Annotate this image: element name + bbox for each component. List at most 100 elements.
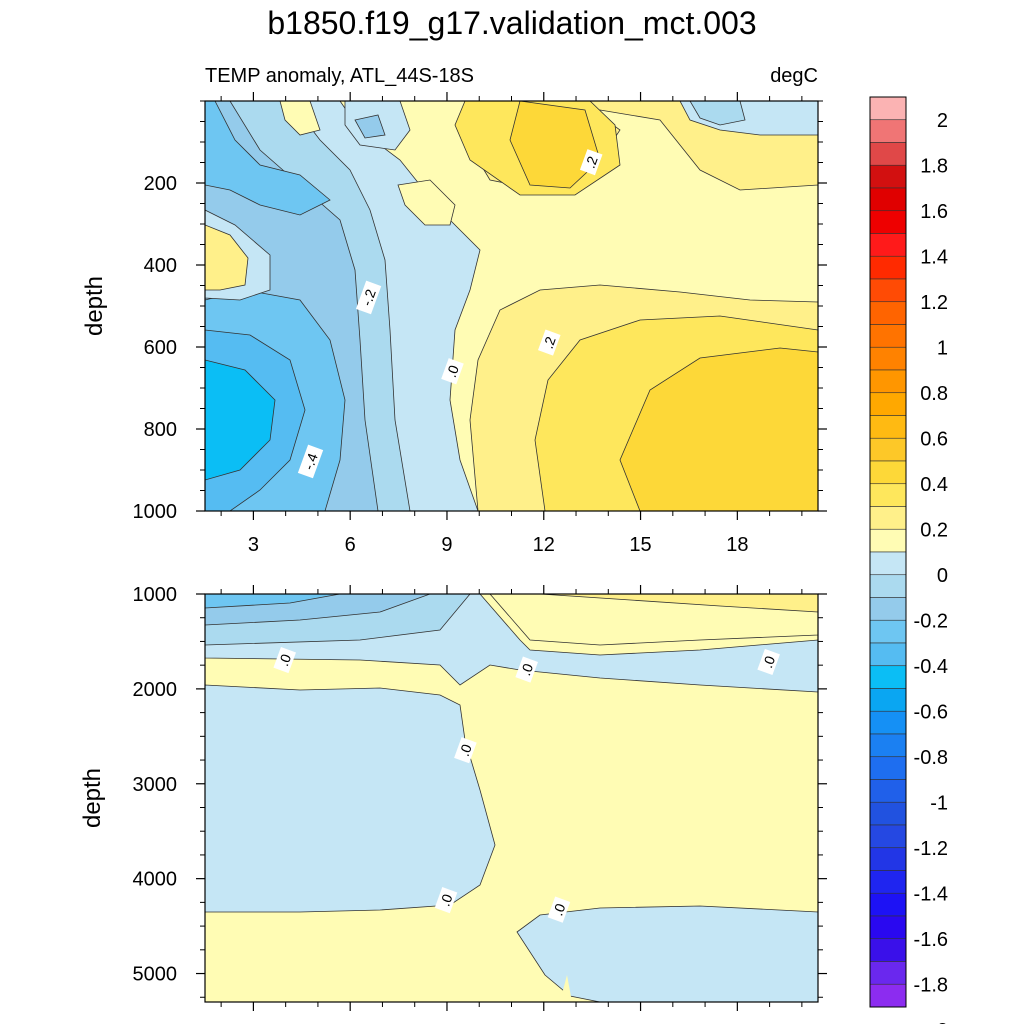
contour-label-bg — [273, 647, 296, 674]
colorbar-swatch — [869, 233, 907, 257]
colorbar-label: -2 — [930, 1020, 948, 1024]
lower-region-cold-west — [205, 684, 496, 913]
colorbar-label: 0.6 — [920, 428, 948, 450]
colorbar-swatch — [869, 710, 907, 735]
lower-ticks: 1000 2000 3000 4000 5000 — [133, 584, 827, 1011]
lower-y-tick-label: 2000 — [133, 679, 178, 701]
colorbar-swatch — [869, 824, 907, 849]
colorbar-swatch — [869, 574, 907, 598]
contour-label-bg — [757, 648, 780, 676]
lower-contour-label: .0 — [515, 656, 538, 683]
colorbar-label: 0.4 — [920, 474, 948, 496]
contour-label-text: .2 — [582, 154, 601, 171]
chart-title: b1850.f19_g17.validation_mct.003 — [267, 5, 756, 41]
contour-label-text: .0 — [759, 654, 778, 671]
lower-y-tick-label: 1000 — [133, 584, 178, 606]
colorbar-swatch — [869, 528, 907, 553]
colorbar-swatch — [869, 210, 907, 234]
colorbar-swatch — [869, 278, 907, 303]
colorbar-label: -0.8 — [914, 747, 948, 769]
colorbar-label: -1.4 — [914, 883, 948, 905]
colorbar-label: 1 — [937, 337, 948, 359]
lower-y-axis-label: depth — [79, 768, 106, 828]
colorbar-label: -0.6 — [914, 701, 948, 723]
lower-contour-label: .0 — [757, 648, 780, 676]
upper-contour-labels: -.2 .0 -.4 .2 .2 — [297, 149, 603, 479]
upper-x-tick-label: 3 — [248, 534, 259, 556]
contour-label-text: -.4 — [300, 451, 321, 472]
contour-label-bg — [547, 896, 571, 923]
colorbar-swatch — [869, 733, 907, 758]
upper-plot-area — [205, 101, 818, 511]
lower-y-tick-label: 4000 — [133, 869, 178, 891]
lower-y-tick-label: 3000 — [133, 774, 178, 796]
lower-region-cold-top4 — [205, 594, 341, 609]
contour-label-text: .0 — [549, 901, 568, 918]
contour-label-bg — [537, 329, 561, 356]
contour-label-bg — [454, 737, 477, 764]
colorbar-label: 1.6 — [920, 201, 948, 223]
colorbar-swatch — [869, 756, 907, 780]
colorbar-swatch — [869, 665, 907, 689]
colorbar-label: 0 — [937, 565, 948, 587]
colorbar-swatch — [869, 119, 907, 143]
colorbar-label: 0.2 — [920, 519, 948, 541]
contour-label-bg — [434, 887, 458, 914]
contour-label-bg — [441, 358, 464, 385]
colorbar-swatch — [869, 369, 907, 394]
colorbar-border — [869, 96, 907, 1008]
colorbar-swatch — [869, 938, 907, 962]
colorbar-swatch — [869, 870, 907, 894]
colorbar-label: -1 — [930, 792, 948, 814]
colorbar: 2 1.8 1.6 1.4 1.2 1 0.8 0.6 0.4 0.2 0 -0.2 -0.4 -0.6 -… — [869, 96, 948, 1024]
lower-y-tick-label: 5000 — [133, 964, 178, 986]
colorbar-swatch — [869, 164, 907, 189]
upper-ticks: 3 6 9 12 15 18 200 400 600 800 1000 — [133, 92, 827, 556]
upper-y-tick-label: 800 — [144, 419, 177, 441]
upper-region-neg-topleft — [205, 101, 331, 216]
colorbar-swatch — [869, 301, 907, 325]
colorbar-swatch — [869, 187, 907, 212]
colorbar-swatch — [869, 506, 907, 530]
upper-contour-label: .2 — [537, 329, 561, 356]
colorbar-swatch — [869, 437, 907, 462]
upper-region-0.3-core — [619, 347, 818, 511]
lower-contour-label: .0 — [547, 896, 571, 923]
colorbar-label: 2 — [937, 110, 948, 132]
colorbar-label: -0.2 — [914, 610, 948, 632]
upper-region-warm-blob — [397, 179, 456, 226]
colorbar-swatch — [869, 415, 907, 439]
colorbar-label: 1.8 — [920, 155, 948, 177]
contour-label-text: .0 — [456, 742, 475, 759]
lower-region-warm-bottom — [560, 975, 572, 1002]
colorbar-swatch — [869, 597, 907, 621]
upper-y-axis-label: depth — [81, 276, 108, 336]
contour-label-text: .0 — [275, 652, 294, 669]
colorbar-label: 1.2 — [920, 292, 948, 314]
upper-region-neg0.5 — [205, 359, 276, 481]
contour-label-text: .0 — [437, 892, 456, 909]
upper-contour-label: .0 — [441, 358, 464, 385]
colorbar-swatch — [869, 892, 907, 917]
contour-label-text: .0 — [517, 661, 536, 678]
upper-x-tick-label: 18 — [726, 534, 748, 556]
contour-label-text: .0 — [443, 363, 462, 380]
upper-x-tick-label: 15 — [629, 534, 651, 556]
upper-panel: 3 6 9 12 15 18 200 400 600 800 1000 -.2 .0 -.4 .2 .2 d… — [81, 92, 827, 556]
upper-region-cold-topright2 — [689, 101, 746, 126]
colorbar-swatch — [869, 324, 907, 348]
colorbar-label: -1.6 — [914, 929, 948, 951]
contour-label-text: .2 — [540, 334, 559, 351]
colorbar-swatch — [869, 392, 907, 416]
lower-region-warm-topright2 — [539, 594, 818, 613]
upper-region-warm-top — [279, 101, 321, 136]
contour-label-bg — [579, 149, 603, 176]
upper-x-tick-label: 12 — [533, 534, 555, 556]
contour-label-text: -.2 — [358, 287, 379, 308]
upper-x-tick-label: 9 — [441, 534, 452, 556]
upper-y-tick-label: 1000 — [133, 501, 178, 523]
upper-x-tick-label: 6 — [345, 534, 356, 556]
lower-plot-area — [205, 594, 818, 1002]
colorbar-swatch — [869, 142, 907, 166]
